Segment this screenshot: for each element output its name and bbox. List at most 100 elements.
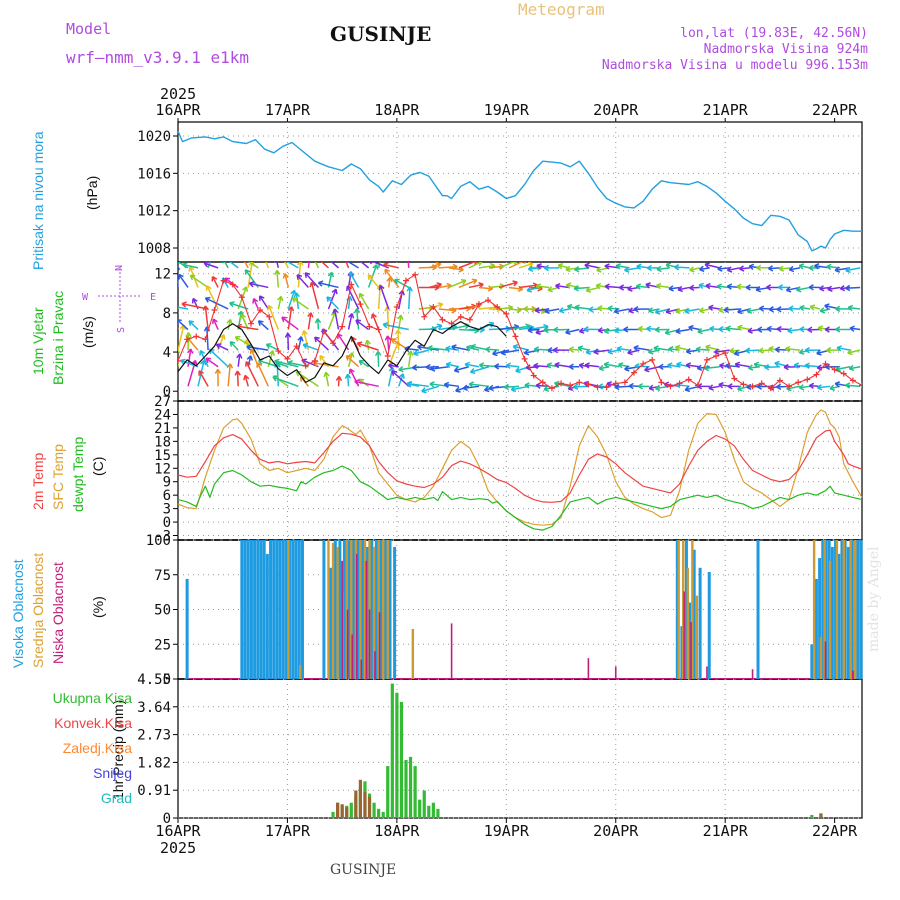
- wind-gust-marker: [621, 379, 628, 386]
- wind-arrow: [453, 366, 470, 373]
- wind-compass: N S W E: [82, 265, 156, 333]
- cloud-bar: [837, 553, 841, 679]
- wind-y-tick-label: 4: [163, 345, 171, 361]
- wind-arrow: [568, 363, 580, 370]
- precip-legend-item: Ukupna Kisa: [52, 690, 132, 706]
- cloud-bar: [329, 567, 333, 679]
- wind-arrow: [257, 320, 269, 331]
- wind-arrow: [689, 284, 700, 292]
- cloud-bar: [359, 540, 362, 679]
- wind-gust-marker: [776, 377, 783, 384]
- bottom-date-tick-label: 19APR: [484, 822, 530, 840]
- wind-arrow: [598, 364, 610, 372]
- cloud-bar: [690, 622, 692, 679]
- cloud-y-tick-label: 0: [163, 672, 171, 688]
- wind-arrow: [565, 328, 580, 335]
- wind-arrow: [553, 380, 570, 388]
- wind-arrow: [776, 325, 790, 333]
- wind-speed-line: [178, 321, 507, 383]
- wind-arrow: [845, 266, 861, 274]
- wind-gust-marker: [594, 384, 601, 391]
- wind-gust-marker: [694, 382, 701, 389]
- wind-gust-marker: [412, 271, 419, 278]
- temperature-y-tick-label: -3: [154, 529, 171, 545]
- wind-arrow: [358, 292, 370, 310]
- wind-arrow: [468, 381, 490, 388]
- wind-gust-marker: [685, 376, 692, 383]
- wind-arrow: [265, 262, 269, 269]
- precip-total-bar: [386, 766, 390, 818]
- cloud-bar: [707, 571, 711, 679]
- cloud-bar: [386, 540, 389, 679]
- cloud-y-tick-label: 50: [154, 603, 171, 619]
- wind-gust-marker: [357, 301, 364, 308]
- wind-arrow: [355, 319, 370, 331]
- cloud-bar: [853, 540, 857, 679]
- cloud-bar: [824, 540, 828, 679]
- wind-gust-marker: [521, 355, 528, 362]
- cloud-bar: [363, 540, 367, 679]
- wind-arrow: [584, 262, 600, 269]
- wind-y-tick-label: 0: [163, 384, 171, 400]
- wind-arrow: [256, 362, 269, 387]
- wind-arrow: [364, 339, 371, 351]
- wind-arrow: [374, 350, 382, 367]
- wind-arrow: [211, 275, 219, 288]
- wind-arrow: [384, 335, 392, 351]
- wind-arrow: [807, 326, 821, 333]
- wind-arrow: [656, 265, 670, 273]
- wind-arrow: [764, 363, 780, 371]
- wind-arrow: [613, 307, 630, 315]
- wind-arrow: [554, 361, 570, 369]
- wind-arrow: [388, 362, 399, 370]
- wind-arrow: [248, 281, 269, 289]
- cloud-bar: [297, 540, 301, 679]
- precip-total-bar: [427, 805, 431, 818]
- wind-arrow: [585, 348, 600, 355]
- sfc-temp-line: [177, 409, 863, 526]
- wind-arrow: [653, 345, 670, 352]
- wind-arrow: [498, 262, 518, 269]
- wind-gust-marker: [393, 304, 400, 311]
- wind-arrow: [178, 306, 189, 310]
- cloud-bar: [278, 540, 282, 679]
- precip-legend-item: Zaledj.Kisa: [62, 740, 132, 756]
- wind-gust-marker: [786, 383, 793, 390]
- wind-arrow: [668, 285, 680, 292]
- wind-gust-marker: [293, 343, 300, 350]
- cloud-bar: [299, 665, 302, 679]
- wind-arrow: [296, 274, 309, 288]
- wind-arrow: [336, 333, 350, 351]
- wind-arrow: [809, 304, 821, 311]
- wind-arrow: [353, 308, 361, 330]
- wind-arrow: [384, 268, 400, 288]
- wind-arrow: [555, 282, 570, 290]
- wind-arrow: [178, 318, 189, 331]
- wind-arrow: [603, 361, 620, 368]
- wind-arrow: [696, 364, 710, 372]
- wind-arrow: [835, 326, 851, 333]
- wind-arrow: [767, 265, 780, 272]
- wind-arrow: [518, 262, 534, 269]
- bottom-date-tick-label: 20APR: [593, 822, 639, 840]
- footer-location: GUSINJE: [330, 862, 397, 878]
- wind-arrow: [835, 305, 851, 313]
- cloud-bar: [374, 651, 376, 679]
- wind-arrow: [314, 318, 322, 330]
- temperature-panel-frame: [177, 400, 863, 541]
- wind-arrow: [188, 320, 199, 331]
- cloud-bar: [393, 546, 397, 679]
- wind-arrow: [508, 262, 527, 269]
- wind-arrow: [552, 346, 570, 354]
- wind-arrow: [284, 332, 292, 351]
- wind-arrow: [553, 326, 570, 334]
- wind-arrow: [265, 343, 279, 351]
- wind-gust-marker: [831, 366, 838, 373]
- wind-arrow: [503, 383, 520, 391]
- wind-arrow: [258, 295, 269, 310]
- wind-arrow: [784, 345, 801, 353]
- cloud-bar: [675, 540, 679, 679]
- wind-arrow: [788, 265, 801, 273]
- wind-arrow: [607, 348, 620, 355]
- precip-y-tick-label: 0: [163, 811, 171, 827]
